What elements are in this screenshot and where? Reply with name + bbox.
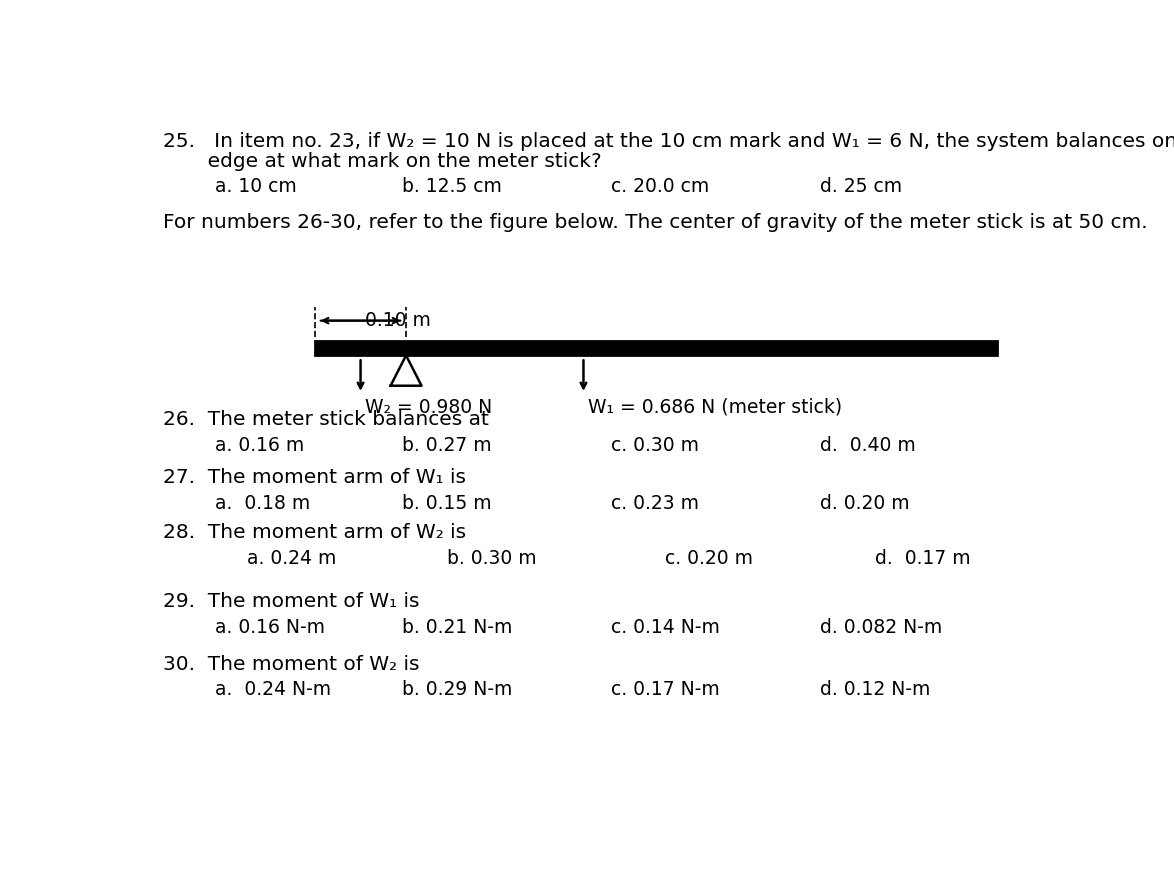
Text: d. 0.20 m: d. 0.20 m	[821, 494, 910, 512]
Text: b. 0.29 N-m: b. 0.29 N-m	[402, 681, 512, 699]
Text: a. 0.16 N-m: a. 0.16 N-m	[215, 618, 325, 637]
Text: 29.  The moment of W₁ is: 29. The moment of W₁ is	[163, 592, 419, 611]
Text: For numbers 26-30, refer to the figure below. The center of gravity of the meter: For numbers 26-30, refer to the figure b…	[163, 213, 1148, 232]
Text: 27.  The moment arm of W₁ is: 27. The moment arm of W₁ is	[163, 468, 466, 487]
Text: d.  0.40 m: d. 0.40 m	[821, 435, 916, 455]
Text: 30.  The moment of W₂ is: 30. The moment of W₂ is	[163, 655, 419, 674]
Bar	[315, 341, 998, 356]
Text: b. 0.21 N-m: b. 0.21 N-m	[402, 618, 512, 637]
Text: d. 0.12 N-m: d. 0.12 N-m	[821, 681, 931, 699]
Text: b. 0.15 m: b. 0.15 m	[402, 494, 491, 512]
Text: edge at what mark on the meter stick?: edge at what mark on the meter stick?	[163, 152, 602, 172]
Text: c. 0.23 m: c. 0.23 m	[610, 494, 699, 512]
Text: c. 0.20 m: c. 0.20 m	[666, 549, 754, 568]
Text: b. 0.27 m: b. 0.27 m	[402, 435, 491, 455]
Text: d. 25 cm: d. 25 cm	[821, 177, 902, 196]
Text: c. 0.17 N-m: c. 0.17 N-m	[610, 681, 720, 699]
Text: 28.  The moment arm of W₂ is: 28. The moment arm of W₂ is	[163, 523, 466, 542]
Text: W₂ = 0.980 N: W₂ = 0.980 N	[365, 398, 492, 417]
Text: 26.  The meter stick balances at: 26. The meter stick balances at	[163, 410, 490, 429]
Text: a.  0.24 N-m: a. 0.24 N-m	[215, 681, 331, 699]
Text: b. 12.5 cm: b. 12.5 cm	[402, 177, 501, 196]
Text: 25.   In item no. 23, if W₂ = 10 N is placed at the 10 cm mark and W₁ = 6 N, the: 25. In item no. 23, if W₂ = 10 N is plac…	[163, 132, 1174, 151]
Text: 0.10 m: 0.10 m	[365, 311, 431, 330]
Text: d.  0.17 m: d. 0.17 m	[875, 549, 970, 568]
Text: c. 0.30 m: c. 0.30 m	[610, 435, 699, 455]
Text: c. 20.0 cm: c. 20.0 cm	[610, 177, 709, 196]
Text: a. 10 cm: a. 10 cm	[215, 177, 297, 196]
Text: a.  0.18 m: a. 0.18 m	[215, 494, 310, 512]
Text: b. 0.30 m: b. 0.30 m	[447, 549, 537, 568]
Text: d. 0.082 N-m: d. 0.082 N-m	[821, 618, 943, 637]
Text: W₁ = 0.686 N (meter stick): W₁ = 0.686 N (meter stick)	[588, 398, 842, 417]
Text: a. 0.24 m: a. 0.24 m	[247, 549, 336, 568]
Text: c. 0.14 N-m: c. 0.14 N-m	[610, 618, 720, 637]
Text: a. 0.16 m: a. 0.16 m	[215, 435, 304, 455]
